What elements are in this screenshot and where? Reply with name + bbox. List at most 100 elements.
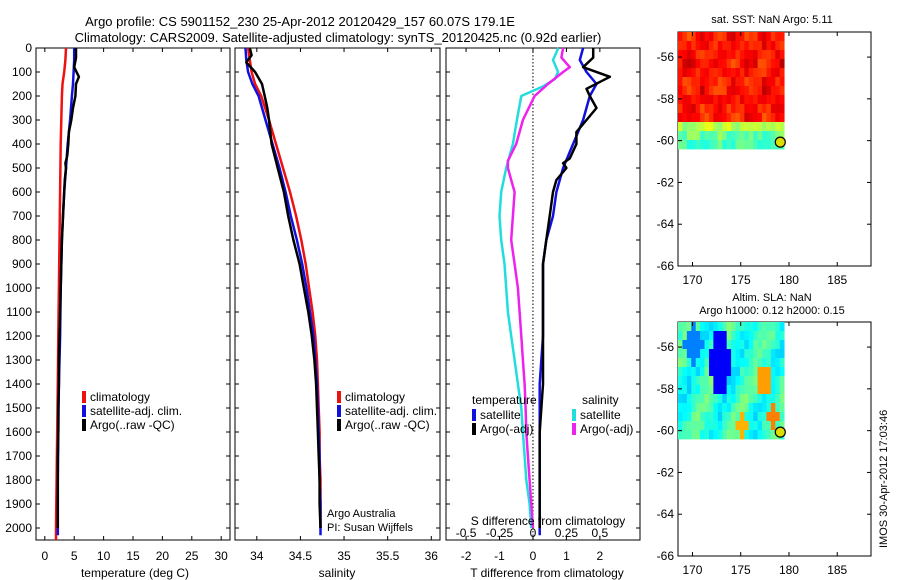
- sst_map-cell: [766, 68, 772, 78]
- sst_map-cell: [770, 113, 776, 123]
- sla_map-cell: [766, 430, 772, 440]
- sla_map-cell: [762, 322, 767, 332]
- sla_map-cell: [708, 412, 714, 422]
- sst_map-cell: [678, 95, 683, 105]
- sla_map-cell: [686, 367, 692, 377]
- sla_map-cell: [731, 412, 736, 422]
- sst_map-cell: [744, 77, 750, 87]
- sst_map-cell: [770, 68, 776, 78]
- temperature-xtick-label: 30: [215, 549, 229, 563]
- sla_map-argo-marker: [774, 426, 786, 438]
- sst_map-cell: [682, 113, 688, 123]
- sla_map-cell: [770, 340, 776, 350]
- sla_map-cell: [722, 322, 728, 332]
- sst_map-cell: [731, 122, 736, 132]
- depth-tick-label: 1900: [5, 497, 32, 511]
- sla_map-cell: [753, 349, 759, 359]
- sla_map-cell: [678, 367, 683, 377]
- sla_map-cell: [726, 322, 732, 332]
- sla_map-cell: [744, 394, 750, 404]
- s-tick-label: 0.5: [592, 526, 609, 540]
- sla_map-cell: [735, 403, 741, 413]
- temperature-legend-swatch: [82, 419, 86, 431]
- sla_map-cell: [739, 367, 745, 377]
- difference-xtick-label: 2: [597, 549, 604, 563]
- sla_map-cell: [748, 340, 754, 350]
- sla_map-cell: [770, 430, 776, 440]
- sst_map-cell: [770, 86, 776, 96]
- sla_map-cell: [726, 376, 732, 386]
- sst_map-cell: [762, 95, 767, 105]
- sla_map-cell: [700, 385, 705, 395]
- sla_map-cell: [722, 394, 728, 404]
- sst_map-cell: [779, 68, 785, 78]
- sst_map-cell: [757, 140, 763, 150]
- sla_map-cell: [731, 358, 736, 368]
- sla_map-cell: [708, 331, 714, 341]
- sst_map-cell: [770, 95, 776, 105]
- sst_map-cell: [678, 59, 683, 69]
- sst_map-cell: [744, 113, 750, 123]
- sla_map-cell: [708, 358, 714, 368]
- sla_map-cell: [748, 367, 754, 377]
- sla_map-cell: [713, 412, 719, 422]
- sst_map-cell: [713, 59, 719, 69]
- sst_map-cell: [686, 68, 692, 78]
- sla_map-cell: [713, 322, 719, 332]
- sla_map-cell: [700, 421, 705, 431]
- sst_map-cell: [686, 113, 692, 123]
- sla_map-cell: [735, 394, 741, 404]
- sst_map-xtick-label: 180: [779, 273, 799, 287]
- sla_map-cell: [695, 349, 701, 359]
- sla_map-cell: [691, 412, 697, 422]
- salinity-xtick-label: 34.5: [289, 549, 313, 563]
- sst_map-cell: [775, 41, 781, 51]
- sla_map-cell: [686, 403, 692, 413]
- sla_map-cell: [762, 376, 767, 386]
- sst_map-cell: [713, 50, 719, 60]
- sst-map-panel: -56 -58 -60 -62 -64 -66 170 175 180 185: [657, 31, 872, 287]
- sst_map-cell: [744, 59, 750, 69]
- sla_map-cell: [770, 421, 776, 431]
- sst_map-cell: [700, 41, 705, 51]
- depth-tick-label: 1100: [6, 305, 32, 319]
- sst_map-cell: [744, 41, 750, 51]
- sst_map-cell: [731, 113, 736, 123]
- sst_map-cell: [717, 113, 723, 123]
- sst_map-cell: [739, 32, 745, 42]
- sst_map-cell: [704, 131, 710, 141]
- sst_map-cell: [753, 104, 759, 114]
- sla_map-cell: [739, 412, 745, 422]
- sla_map-cell: [726, 340, 732, 350]
- sst_map-cell: [691, 50, 697, 60]
- sla_map-cell: [762, 385, 767, 395]
- sla_map-xtick-label: 175: [731, 563, 751, 577]
- sst_map-cell: [748, 95, 754, 105]
- sst_map-cell: [708, 68, 714, 78]
- sst_map-cell: [731, 50, 736, 60]
- temperature-xtick-label: 25: [185, 549, 199, 563]
- sst_map-cell: [748, 131, 754, 141]
- sla_map-cell: [762, 331, 767, 341]
- sla_map-cell: [713, 430, 719, 440]
- sst_map-cell: [726, 50, 732, 60]
- sla_map-cell: [678, 358, 683, 368]
- sst_map-cell: [775, 77, 781, 87]
- sst_map-cell: [682, 59, 688, 69]
- sla_map-cell: [708, 385, 714, 395]
- sla_map-cell: [757, 340, 763, 350]
- sst_map-cell: [717, 86, 723, 96]
- sst_map-cell: [775, 131, 781, 141]
- sla_map-cell: [744, 403, 750, 413]
- sst_map-cell: [775, 113, 781, 123]
- sst-map-title: sat. SST: NaN Argo: 5.11: [711, 14, 832, 26]
- sst_map-xtick-label: 185: [827, 273, 847, 287]
- temperature-xtick-label: 15: [126, 549, 140, 563]
- salinity-legend-swatch: [337, 391, 341, 403]
- sst_map-cell: [762, 59, 767, 69]
- sst_map-cell: [731, 32, 736, 42]
- sst_map-cell: [748, 113, 754, 123]
- sla_map-cell: [691, 430, 697, 440]
- depth-tick-label: 1300: [5, 353, 32, 367]
- sla_map-cell: [779, 385, 785, 395]
